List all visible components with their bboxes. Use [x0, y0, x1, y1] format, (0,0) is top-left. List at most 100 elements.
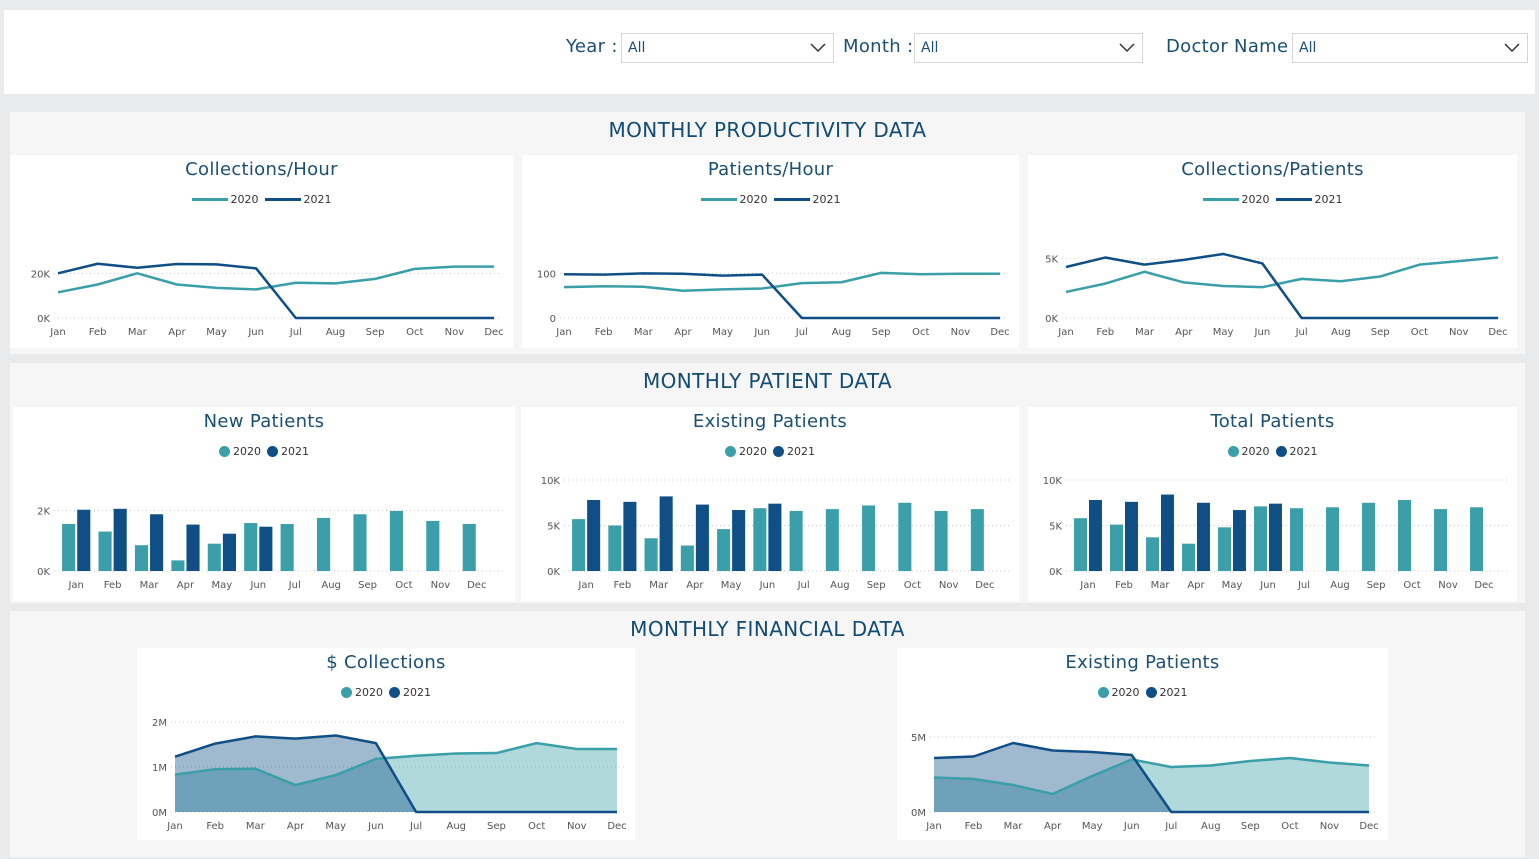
new-patients-title: New Patients: [203, 411, 325, 432]
bar-2020: [572, 519, 586, 571]
bar-2020: [862, 505, 876, 571]
y-tick-label: 5K: [547, 522, 560, 533]
legend-label: 2020: [230, 193, 259, 206]
x-tick-label: Sep: [872, 327, 891, 338]
x-tick-label: Nov: [1438, 580, 1458, 591]
x-tick-label: Jan: [1057, 327, 1073, 338]
x-tick-label: Apr: [168, 327, 186, 338]
legend-item-2020: 2020: [700, 193, 768, 206]
legend-label: 2020: [1111, 686, 1140, 699]
bar-2021: [623, 501, 637, 571]
bar-2021: [113, 508, 127, 571]
x-tick-label: Sep: [487, 821, 506, 832]
y-tick-label: 100: [537, 269, 556, 280]
section-title: MONTHLY FINANCIAL DATA: [630, 617, 905, 641]
y-tick-label: 0K: [37, 314, 50, 325]
year-dropdown[interactable]: All: [621, 33, 834, 63]
bar-2020: [1398, 500, 1411, 571]
section-title: MONTHLY PRODUCTIVITY DATA: [608, 118, 927, 142]
legend-swatch: [264, 198, 301, 201]
series-line-2021: [1065, 252, 1498, 320]
series-line-2020: [57, 265, 494, 294]
x-tick-label: Oct: [1403, 580, 1420, 591]
doctor-name-value: All: [1299, 40, 1317, 56]
x-tick-label: Aug: [326, 327, 346, 338]
chart-plot: 0K 2K Jan Feb Mar Apr May Jun Jul Aug Sep Oct Nov Dec: [37, 506, 503, 591]
bar-2020: [462, 523, 476, 571]
series-area-2021: [934, 743, 1369, 812]
bar-2021: [695, 504, 709, 571]
collections-hour-title: Collections/Hour: [185, 159, 338, 180]
y-tick-label: 2K: [37, 506, 50, 517]
month-label: Month :: [843, 36, 914, 57]
bar-2020: [1434, 509, 1447, 571]
month-value: All: [921, 40, 939, 56]
legend-label: 2020: [739, 193, 768, 206]
x-tick-label: Mar: [634, 327, 654, 338]
bar-2020: [608, 525, 622, 571]
x-tick-label: Apr: [177, 580, 195, 591]
y-tick-label: 5K: [1045, 255, 1058, 266]
x-tick-label: May: [1222, 580, 1243, 591]
x-tick-label: Dec: [1474, 580, 1493, 591]
bar-2021: [1269, 503, 1282, 571]
x-tick-label: Sep: [867, 580, 886, 591]
x-tick-label: Jan: [555, 327, 571, 338]
x-tick-label: Aug: [832, 327, 852, 338]
bar-2020: [280, 523, 294, 571]
x-tick-label: Nov: [939, 580, 959, 591]
chart-legend: 2020 2021: [522, 193, 1019, 206]
y-tick-label: 2M: [152, 718, 167, 729]
chart-legend: 2020 2021: [13, 445, 515, 458]
series-line-2020: [933, 756, 1370, 796]
month-dropdown[interactable]: All: [914, 33, 1143, 63]
x-tick-label: Oct: [395, 580, 412, 591]
legend-swatch: [700, 198, 737, 201]
x-tick-label: Jul: [409, 821, 422, 832]
x-tick-label: Oct: [904, 580, 921, 591]
x-tick-label: Jul: [289, 327, 302, 338]
x-tick-label: Jul: [797, 580, 810, 591]
chart-legend: 2020 2021: [137, 686, 635, 699]
legend-label: 2020: [233, 445, 261, 458]
x-tick-label: Jan: [166, 821, 182, 832]
legend-swatch: [1097, 687, 1109, 698]
x-tick-label: Nov: [1320, 821, 1340, 832]
chart-plot: 0K 20K Jan Feb Mar Apr May Jun Jul Aug Sep Oct Nov De…: [31, 262, 504, 338]
bar-2020: [934, 510, 948, 571]
x-tick-label: May: [1213, 327, 1234, 338]
bar-2021: [1125, 501, 1138, 571]
legend-item-2021: 2021: [773, 445, 815, 458]
legend-swatch: [773, 446, 784, 457]
filter-bar: Year : All Month : All Doctor Name : All: [4, 10, 1535, 94]
chart-legend: 2020 2021: [1028, 193, 1517, 206]
series-line-2021: [57, 262, 494, 320]
x-tick-label: Feb: [965, 821, 983, 832]
bar-2020: [1470, 507, 1483, 571]
x-tick-label: Jul: [795, 327, 808, 338]
x-tick-label: Oct: [528, 821, 545, 832]
bar-2021: [77, 509, 91, 571]
chart-legend: 2020 2021: [1028, 445, 1517, 458]
doctor-name-dropdown[interactable]: All: [1292, 33, 1528, 63]
series-line-2021: [933, 741, 1369, 814]
legend-item-2020: 2020: [725, 445, 767, 458]
x-tick-label: Apr: [1044, 821, 1062, 832]
x-tick-label: Dec: [467, 580, 486, 591]
x-tick-label: Dec: [975, 580, 994, 591]
legend-swatch: [267, 446, 278, 457]
legend-item-2021: 2021: [1275, 445, 1318, 458]
chart-plot: 0K 5K 10K Jan Feb Mar Apr May Jun Jul Aug Sep Oct Nov…: [541, 476, 1011, 591]
x-tick-label: May: [1082, 821, 1103, 832]
bar-2020: [207, 543, 221, 571]
y-tick-label: 0K: [547, 567, 560, 578]
x-tick-label: Jan: [577, 580, 593, 591]
collections-hour-chart: Collections/Hour 2020 2021 0K 20K Jan Feb Mar Ap…: [10, 155, 513, 348]
y-tick-label: 5M: [911, 733, 926, 744]
legend-swatch: [1275, 198, 1312, 201]
bar-2020: [171, 560, 185, 571]
legend-swatch: [1275, 446, 1287, 457]
x-tick-label: May: [325, 821, 346, 832]
series-area-2021: [175, 735, 617, 812]
legend-item-2020: 2020: [1227, 445, 1270, 458]
